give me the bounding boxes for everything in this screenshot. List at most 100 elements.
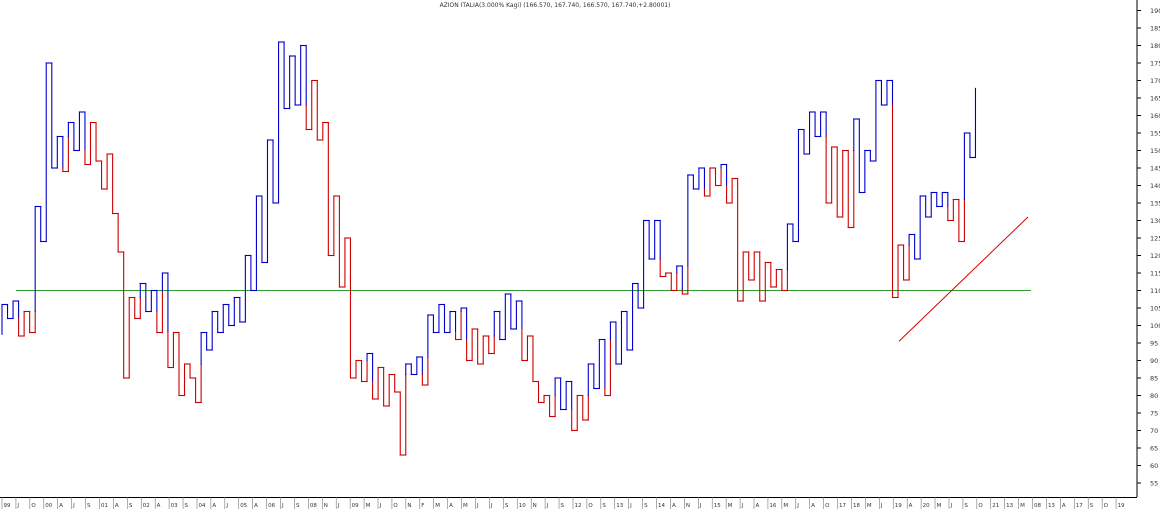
x-tick-label: A bbox=[59, 503, 63, 509]
x-tick-label: O bbox=[1104, 503, 1109, 509]
x-tick-label: M bbox=[937, 503, 942, 509]
x-tick-label: A bbox=[157, 503, 161, 509]
x-tick-label: S bbox=[505, 503, 509, 509]
x-tick-label: 13 bbox=[1048, 503, 1055, 509]
x-tick-label: 13 bbox=[616, 503, 623, 509]
x-tick-label: 02 bbox=[143, 503, 150, 509]
x-tick-label: J bbox=[476, 503, 479, 509]
y-tick-label: 140 bbox=[1150, 182, 1160, 190]
x-tick-label: O bbox=[31, 503, 36, 509]
x-tick-label: J bbox=[225, 503, 228, 509]
y-tick-label: 130 bbox=[1150, 217, 1160, 225]
x-tick-label: O bbox=[825, 503, 830, 509]
x-tick-label: S bbox=[644, 503, 648, 509]
x-tick-label: O bbox=[978, 503, 983, 509]
y-axis: 55 60 65 70 75 80 85 90 95 100 105 110 115 120 125 130 1… bbox=[1136, 0, 1160, 497]
x-axis: 99 J O 00 A J S 01 A S 02 A 03 S 04 A J 05 A 06 J S 08 N J 09 M J O N… bbox=[0, 497, 1137, 509]
x-tick-label: 19 bbox=[1118, 503, 1125, 509]
x-tick-label: S bbox=[602, 503, 606, 509]
kagi-line-layer bbox=[1, 41, 977, 456]
x-tick-label: A bbox=[1062, 503, 1066, 509]
x-tick-label: S bbox=[87, 503, 91, 509]
x-tick-label: N bbox=[533, 503, 537, 509]
y-tick-label: 60 bbox=[1150, 462, 1158, 470]
x-tick-label: 08 bbox=[1034, 503, 1041, 509]
y-tick-label: 80 bbox=[1150, 392, 1158, 400]
x-tick-label: A bbox=[756, 503, 760, 509]
x-tick-label: 13 bbox=[1006, 503, 1013, 509]
x-tick-label: 08 bbox=[310, 503, 317, 509]
y-tick-label: 170 bbox=[1150, 77, 1160, 85]
x-tick-label: O bbox=[588, 503, 593, 509]
x-tick-label: S bbox=[964, 503, 968, 509]
y-tick-label: 90 bbox=[1150, 357, 1158, 365]
x-tick-label: J bbox=[629, 503, 632, 509]
x-tick-label: 05 bbox=[240, 503, 247, 509]
x-tick-label: J bbox=[741, 503, 744, 509]
y-tick-label: 95 bbox=[1150, 339, 1158, 347]
y-tick-label: 125 bbox=[1150, 234, 1160, 242]
x-tick-label: A bbox=[115, 503, 119, 509]
x-tick-label: A bbox=[212, 503, 216, 509]
x-tick-label: S bbox=[185, 503, 189, 509]
x-tick-label: N bbox=[324, 503, 328, 509]
trend-line-layer bbox=[898, 216, 1029, 342]
x-tick-label: M bbox=[728, 503, 733, 509]
x-tick-label: J bbox=[880, 503, 883, 509]
x-tick-label: M bbox=[867, 503, 872, 509]
y-tick-label: 155 bbox=[1150, 129, 1160, 137]
x-tick-label: A bbox=[672, 503, 676, 509]
x-tick-label: 16 bbox=[769, 503, 776, 509]
trend-line bbox=[898, 216, 1029, 342]
x-tick-label: N bbox=[407, 503, 411, 509]
x-tick-label: A bbox=[254, 503, 258, 509]
x-tick-label: 99 bbox=[4, 503, 11, 509]
y-tick-label: 190 bbox=[1150, 7, 1160, 15]
x-tick-label: M bbox=[366, 503, 371, 509]
x-tick-label: J bbox=[796, 503, 799, 509]
x-tick-label: J bbox=[490, 503, 493, 509]
chart-title: AZION ITALIA(3.000% Kagi) (166.570, 167.… bbox=[440, 2, 671, 9]
x-tick-label: J bbox=[281, 503, 284, 509]
x-tick-label: M bbox=[1020, 503, 1025, 509]
y-tick-label: 165 bbox=[1150, 94, 1160, 102]
x-tick-label: 10 bbox=[519, 503, 526, 509]
x-tick-label: A bbox=[449, 503, 453, 509]
x-tick-label: O bbox=[393, 503, 398, 509]
y-tick-label: 55 bbox=[1150, 479, 1158, 487]
x-tick-label: 21 bbox=[992, 503, 999, 509]
x-tick-label: A bbox=[909, 503, 913, 509]
x-tick-label: J bbox=[546, 503, 549, 509]
x-tick-label: 04 bbox=[198, 503, 205, 509]
y-tick-label: 135 bbox=[1150, 199, 1160, 207]
x-tick-label: M bbox=[435, 503, 440, 509]
y-tick-label: 115 bbox=[1150, 269, 1160, 277]
x-tick-label: J bbox=[949, 503, 952, 509]
x-tick-label: 14 bbox=[658, 503, 665, 509]
x-tick-label: J bbox=[699, 503, 702, 509]
x-tick-label: 01 bbox=[101, 503, 108, 509]
x-tick-label: 09 bbox=[352, 503, 359, 509]
x-tick-label: 15 bbox=[714, 503, 721, 509]
x-tick-label: S bbox=[1090, 503, 1094, 509]
x-tick-label: M bbox=[783, 503, 788, 509]
y-tick-label: 180 bbox=[1150, 42, 1160, 50]
x-tick-label: J bbox=[379, 503, 382, 509]
x-tick-label: J bbox=[337, 503, 340, 509]
x-tick-label: 19 bbox=[895, 503, 902, 509]
x-tick-label: S bbox=[561, 503, 565, 509]
y-tick-label: 105 bbox=[1150, 304, 1160, 312]
x-tick-label: J bbox=[16, 503, 19, 509]
x-tick-label: F bbox=[421, 503, 424, 509]
x-tick-label: 17 bbox=[1076, 503, 1083, 509]
y-tick-label: 120 bbox=[1150, 252, 1160, 260]
x-tick-label: J bbox=[72, 503, 75, 509]
y-tick-label: 160 bbox=[1150, 112, 1160, 120]
x-tick-label: M bbox=[463, 503, 468, 509]
x-tick-label: 18 bbox=[853, 503, 860, 509]
x-tick-label: 06 bbox=[268, 503, 275, 509]
x-tick-label: 17 bbox=[839, 503, 846, 509]
x-tick-label: N bbox=[686, 503, 690, 509]
